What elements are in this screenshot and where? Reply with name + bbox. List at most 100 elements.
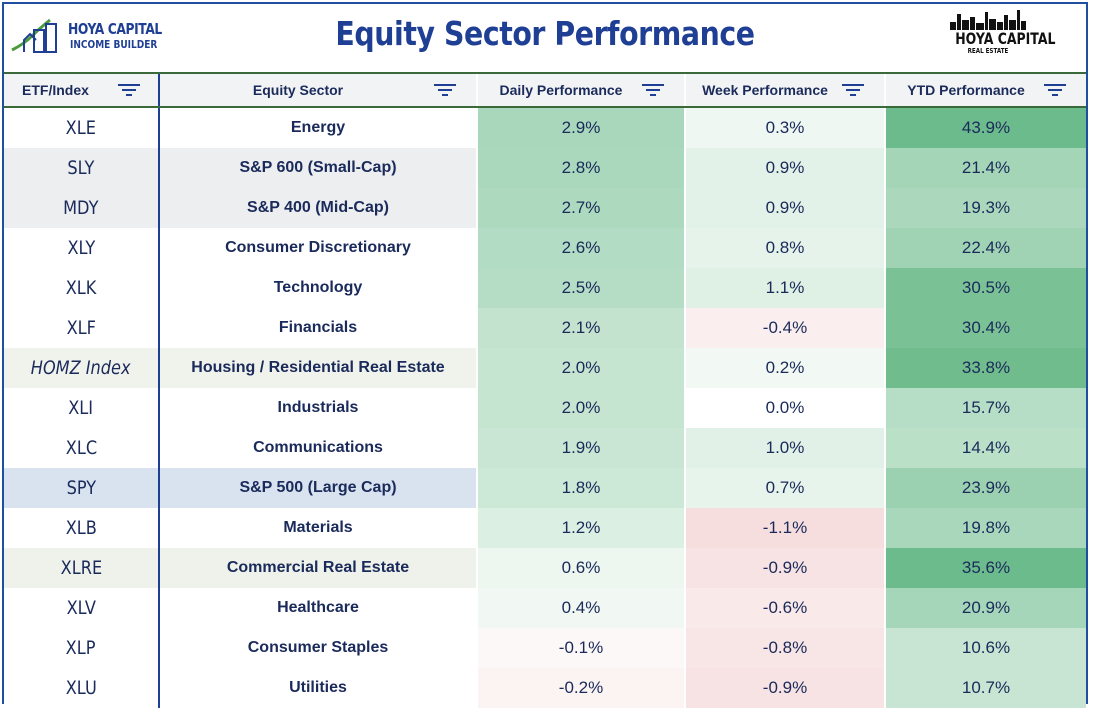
ytd-performance-cell-text: 15.7%	[961, 398, 1011, 417]
ytd-performance-cell-text: 20.9%	[961, 598, 1011, 617]
table-row: SPY S&P 500 (Large Cap) 1.8% 0.7% 23.9%	[4, 468, 1086, 508]
week-performance-cell: 0.9%	[686, 188, 886, 228]
etf-cell-text: XLC	[65, 437, 97, 459]
ytd-performance-cell-text: 14.4%	[961, 438, 1011, 457]
week-performance-cell: 0.3%	[686, 108, 886, 148]
table-row: XLB Materials 1.2% -1.1% 19.8%	[4, 508, 1086, 548]
daily-performance-cell: 1.2%	[478, 508, 686, 548]
daily-performance-cell-text: 2.8%	[561, 158, 601, 177]
week-performance-cell-text: -0.9%	[762, 678, 808, 697]
ytd-performance-cell-text: 19.8%	[961, 518, 1011, 537]
etf-cell: XLU	[4, 668, 160, 708]
week-performance-cell-text: 0.7%	[765, 478, 805, 497]
daily-performance-cell-text: 2.5%	[561, 278, 601, 297]
sector-cell-text: Healthcare	[277, 599, 359, 616]
etf-cell: XLF	[4, 308, 160, 348]
table-row: XLY Consumer Discretionary 2.6% 0.8% 22.4%	[4, 228, 1086, 268]
filter-icon[interactable]	[434, 83, 456, 97]
title-bar: HOYA CAPITAL INCOME BUILDER Equity Secto…	[4, 4, 1086, 70]
sector-cell: Financials	[160, 308, 478, 348]
ytd-performance-cell-text: 19.3%	[961, 198, 1011, 217]
week-performance-cell-text: -1.1%	[762, 518, 808, 537]
ytd-performance-cell-text: 30.5%	[961, 278, 1011, 297]
column-header-week-label: Week Performance	[702, 82, 828, 98]
etf-cell: XLY	[4, 228, 160, 268]
etf-cell: HOMZ Index	[4, 348, 160, 388]
column-header-etf-label: ETF/Index	[22, 82, 89, 98]
etf-cell-text: XLP	[66, 637, 96, 659]
ytd-performance-cell-text: 21.4%	[961, 158, 1011, 177]
table-row: SLY S&P 600 (Small-Cap) 2.8% 0.9% 21.4%	[4, 148, 1086, 188]
ytd-performance-cell: 19.8%	[886, 508, 1086, 548]
filter-icon[interactable]	[842, 83, 864, 97]
sector-cell: Energy	[160, 108, 478, 148]
sector-cell-text: Technology	[273, 279, 363, 296]
ytd-performance-cell: 33.8%	[886, 348, 1086, 388]
ytd-performance-cell-text: 10.7%	[961, 678, 1011, 697]
column-header-etf[interactable]: ETF/Index	[4, 74, 160, 106]
daily-performance-cell-text: 2.6%	[561, 238, 601, 257]
etf-cell-text: XLRE	[60, 557, 102, 579]
sector-cell-text: Materials	[283, 519, 353, 536]
filter-icon[interactable]	[118, 83, 140, 97]
ytd-performance-cell: 10.6%	[886, 628, 1086, 668]
sector-cell-text: Financials	[278, 319, 358, 336]
week-performance-cell-text: -0.6%	[762, 598, 808, 617]
daily-performance-cell-text: 0.4%	[561, 598, 601, 617]
table-body: XLE Energy 2.9% 0.3% 43.9% SLY S&P 600 (Small-…	[4, 108, 1086, 708]
sector-cell-text: Communications	[253, 439, 383, 456]
etf-cell-text: HOMZ Index	[31, 357, 131, 379]
ytd-performance-cell: 23.9%	[886, 468, 1086, 508]
table-row: XLI Industrials 2.0% 0.0% 15.7%	[4, 388, 1086, 428]
ytd-performance-cell: 19.3%	[886, 188, 1086, 228]
etf-cell: XLC	[4, 428, 160, 468]
column-header-daily[interactable]: Daily Performance	[478, 74, 686, 106]
table-header: ETF/Index Equity Sector Daily Performanc…	[4, 72, 1086, 108]
etf-cell-text: XLE	[65, 117, 97, 139]
filter-icon[interactable]	[642, 83, 664, 97]
daily-performance-cell-text: -0.1%	[558, 638, 604, 657]
daily-performance-cell-text: 2.0%	[561, 358, 601, 377]
ytd-performance-cell: 30.4%	[886, 308, 1086, 348]
column-header-daily-label: Daily Performance	[499, 82, 623, 98]
week-performance-cell-text: 0.8%	[765, 238, 805, 257]
logo-right-brand: HOYA CAPITAL	[955, 29, 1056, 48]
week-performance-cell-text: -0.8%	[762, 638, 808, 657]
ytd-performance-cell: 22.4%	[886, 228, 1086, 268]
etf-cell-text: XLK	[65, 277, 97, 299]
sector-cell: Healthcare	[160, 588, 478, 628]
daily-performance-cell: 1.9%	[478, 428, 686, 468]
week-performance-cell: -1.1%	[686, 508, 886, 548]
week-performance-cell-text: 1.1%	[765, 278, 805, 297]
week-performance-cell: 0.8%	[686, 228, 886, 268]
sector-cell: Technology	[160, 268, 478, 308]
week-performance-cell-text: 1.0%	[765, 438, 805, 457]
logo-right-sub: REAL ESTATE	[967, 47, 1009, 55]
etf-cell-text: XLV	[66, 597, 96, 619]
ytd-performance-cell-text: 30.4%	[961, 318, 1011, 337]
daily-performance-cell-text: 2.0%	[561, 398, 601, 417]
etf-cell-text: MDY	[63, 197, 99, 219]
column-header-ytd[interactable]: YTD Performance	[886, 74, 1086, 106]
table-row: HOMZ Index Housing / Residential Real Est…	[4, 348, 1086, 388]
etf-cell: XLP	[4, 628, 160, 668]
daily-performance-cell: 0.6%	[478, 548, 686, 588]
daily-performance-cell-text: 0.6%	[561, 558, 601, 577]
table-row: XLV Healthcare 0.4% -0.6% 20.9%	[4, 588, 1086, 628]
sector-cell: Housing / Residential Real Estate	[160, 348, 478, 388]
week-performance-cell: -0.9%	[686, 548, 886, 588]
week-performance-cell: 0.9%	[686, 148, 886, 188]
daily-performance-cell: 2.0%	[478, 388, 686, 428]
column-header-sector[interactable]: Equity Sector	[160, 74, 478, 106]
daily-performance-cell: -0.1%	[478, 628, 686, 668]
column-header-week[interactable]: Week Performance	[686, 74, 886, 106]
table-row: XLRE Commercial Real Estate 0.6% -0.9% 35.6%	[4, 548, 1086, 588]
daily-performance-cell: -0.2%	[478, 668, 686, 708]
sector-cell-text: Energy	[290, 119, 346, 136]
sector-cell-text: Housing / Residential Real Estate	[191, 359, 445, 376]
filter-icon[interactable]	[1044, 83, 1066, 97]
building-chart-icon	[11, 18, 57, 53]
week-performance-cell-text: 0.0%	[765, 398, 805, 417]
ytd-performance-cell: 14.4%	[886, 428, 1086, 468]
